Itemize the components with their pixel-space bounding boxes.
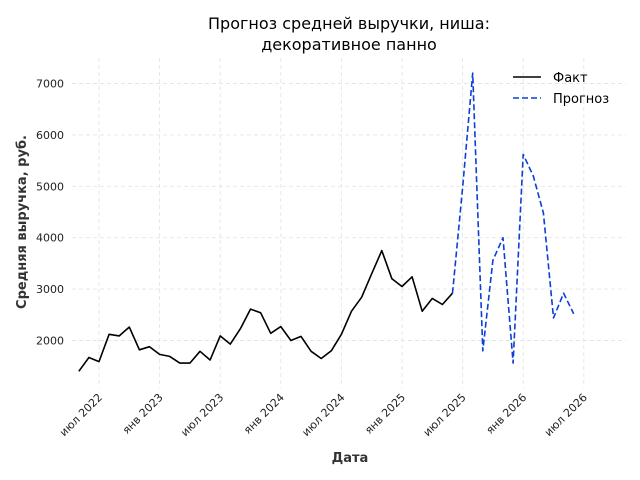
chart-title-line-2: декоративное панно <box>261 35 437 54</box>
y-tick-label: 7000 <box>36 78 64 91</box>
series-line-forecast <box>451 72 575 364</box>
y-axis-ticks: 2000 3000 4000 5000 6000 7000 <box>36 78 64 348</box>
chart-title-line-1: Прогноз средней выручки, ниша: <box>208 14 490 33</box>
y-tick-label: 2000 <box>36 335 64 348</box>
legend-label-fact: Факт <box>553 71 588 86</box>
y-axis-label: Средняя выручка, руб. <box>15 135 30 309</box>
y-tick-label: 4000 <box>36 232 64 245</box>
legend-label-forecast: Прогноз <box>553 92 609 107</box>
series-line-fact <box>78 249 454 372</box>
y-tick-label: 3000 <box>36 283 64 296</box>
y-tick-label: 5000 <box>36 180 64 193</box>
series-lines <box>78 72 575 372</box>
x-axis-label: Дата <box>332 451 369 466</box>
legend: Факт Прогноз <box>513 71 609 107</box>
y-tick-label: 6000 <box>36 129 64 142</box>
